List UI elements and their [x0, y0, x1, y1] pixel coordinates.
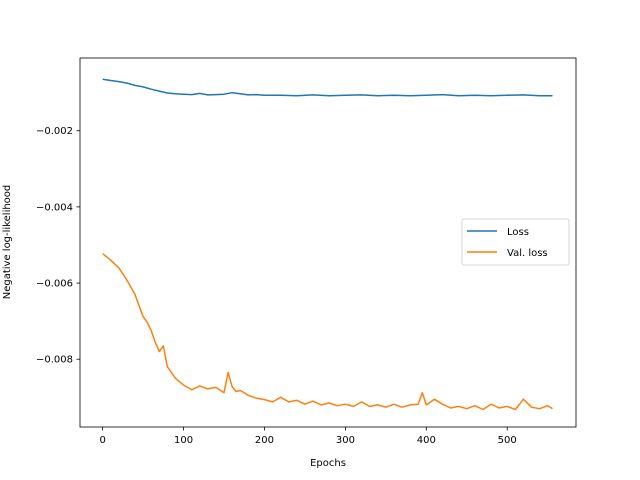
- x-tick-label: 100: [174, 435, 193, 446]
- legend-label-loss: Loss: [507, 227, 529, 238]
- series-line-loss: [102, 78, 553, 97]
- x-axis-ticks: 0 100 200 300 400 500: [99, 427, 517, 446]
- plot-frame: [79, 57, 577, 428]
- x-tick-label: 200: [255, 435, 274, 446]
- plot-lines: [102, 78, 553, 411]
- series-line-val-loss: [102, 253, 553, 411]
- x-tick-label: 300: [336, 435, 355, 446]
- y-tick-label: −0.006: [36, 279, 73, 290]
- y-axis-label: Negative log-likelihood: [2, 185, 13, 300]
- x-tick-label: 0: [99, 435, 105, 446]
- y-tick-label: −0.002: [36, 126, 73, 137]
- legend: Loss Val. loss: [461, 218, 570, 266]
- x-axis-label: Epochs: [310, 458, 346, 469]
- legend-label-val-loss: Val. loss: [507, 248, 548, 259]
- y-tick-label: −0.004: [36, 202, 73, 213]
- y-tick-label: −0.008: [36, 355, 73, 366]
- x-tick-label: 500: [498, 435, 517, 446]
- y-axis-ticks: −0.002 −0.004 −0.006 −0.008: [36, 126, 80, 366]
- x-tick-label: 400: [417, 435, 436, 446]
